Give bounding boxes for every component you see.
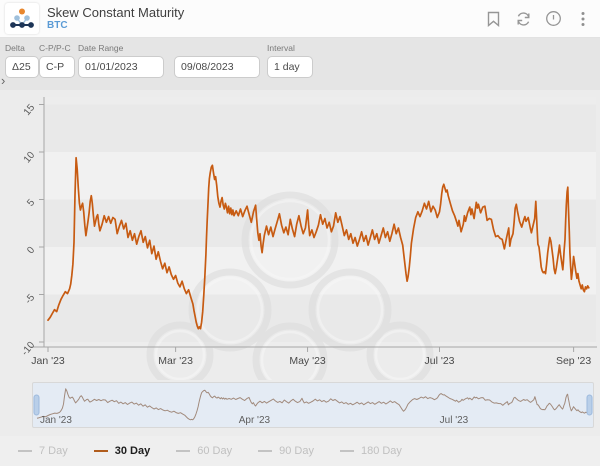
legend-label: 180 Day [360, 445, 402, 457]
x-tick-label: May '23 [289, 355, 326, 367]
kebab-menu-icon[interactable] [574, 10, 592, 28]
series-30-day-line [47, 156, 590, 330]
legend: 7 Day 30 Day 60 Day 90 Day 180 Day [0, 436, 600, 466]
controls-bar: Delta Δ25 C-P/P-C C-P Date Range 01/01/2… [0, 38, 600, 90]
main-chart[interactable]: 15 10 5 0 -5 -10 Jan '23 Mar '23 May '23 Jul '23 S… [0, 90, 600, 398]
legend-label: 30 Day [114, 445, 151, 457]
cp-label: C-P/P-C [39, 43, 71, 53]
range-brush-chart[interactable]: Jan '23 Apr '23 Jul '23 [32, 382, 594, 428]
legend-item-7-day[interactable]: 7 Day [18, 445, 68, 457]
legend-dash [339, 450, 354, 452]
header: Skew Constant Maturity BTC [0, 0, 600, 38]
legend-dash [18, 450, 32, 452]
brush-handle-right[interactable] [586, 394, 593, 416]
brush-selection[interactable] [33, 383, 593, 427]
x-tick-label: Sep '23 [556, 355, 591, 367]
interval-label: Interval [267, 43, 295, 53]
delta-select[interactable]: Δ25 [5, 56, 39, 78]
legend-label: 7 Day [39, 445, 68, 457]
range-brush-svg[interactable]: Jan '23 Apr '23 Jul '23 [33, 383, 593, 427]
refresh-icon[interactable] [514, 10, 532, 28]
delta-label: Delta [5, 43, 25, 53]
legend-item-30-day[interactable]: 30 Day [93, 445, 151, 457]
date-start-input[interactable]: 01/01/2023 [78, 56, 164, 78]
watermark-logo [146, 191, 434, 398]
y-tick-label: 5 [25, 197, 37, 209]
cp-select[interactable]: C-P [39, 56, 75, 78]
legend-item-60-day[interactable]: 60 Day [176, 445, 232, 457]
bookmark-icon[interactable] [484, 10, 502, 28]
plot-band [44, 152, 596, 200]
brush-series-line [36, 388, 590, 421]
y-tick-label: 0 [25, 245, 37, 257]
legend-dash [176, 450, 191, 452]
interval-select[interactable]: 1 day [267, 56, 313, 78]
x-tick-label: Jul '23 [424, 355, 454, 367]
y-tick-label: 15 [22, 102, 38, 118]
logo-icon [10, 8, 34, 28]
page-title: Skew Constant Maturity [47, 5, 185, 20]
legend-label: 90 Day [279, 445, 314, 457]
brush-tick-label: Jan '23 [40, 415, 72, 426]
brush-tick-label: Apr '23 [239, 415, 271, 426]
plot-band [44, 104, 596, 152]
brush-handle-left[interactable] [33, 394, 40, 416]
x-tick-label: Mar '23 [158, 355, 193, 367]
app-logo[interactable] [5, 3, 39, 34]
instrument-label: BTC [47, 20, 68, 31]
legend-dash [93, 450, 108, 452]
y-tick-label: 10 [22, 150, 38, 166]
date-range-label: Date Range [78, 43, 124, 53]
legend-item-180-day[interactable]: 180 Day [339, 445, 402, 457]
x-tick-label: Jan '23 [31, 355, 65, 367]
legend-label: 60 Day [197, 445, 233, 457]
legend-dash [258, 450, 273, 452]
camera-icon[interactable] [544, 10, 562, 28]
brush-tick-label: Jul '23 [440, 415, 469, 426]
y-tick-label: -5 [23, 292, 37, 306]
date-end-input[interactable]: 09/08/2023 [174, 56, 260, 78]
legend-item-90-day[interactable]: 90 Day [258, 445, 314, 457]
sidebar-expand-chevron[interactable]: › [1, 73, 6, 88]
